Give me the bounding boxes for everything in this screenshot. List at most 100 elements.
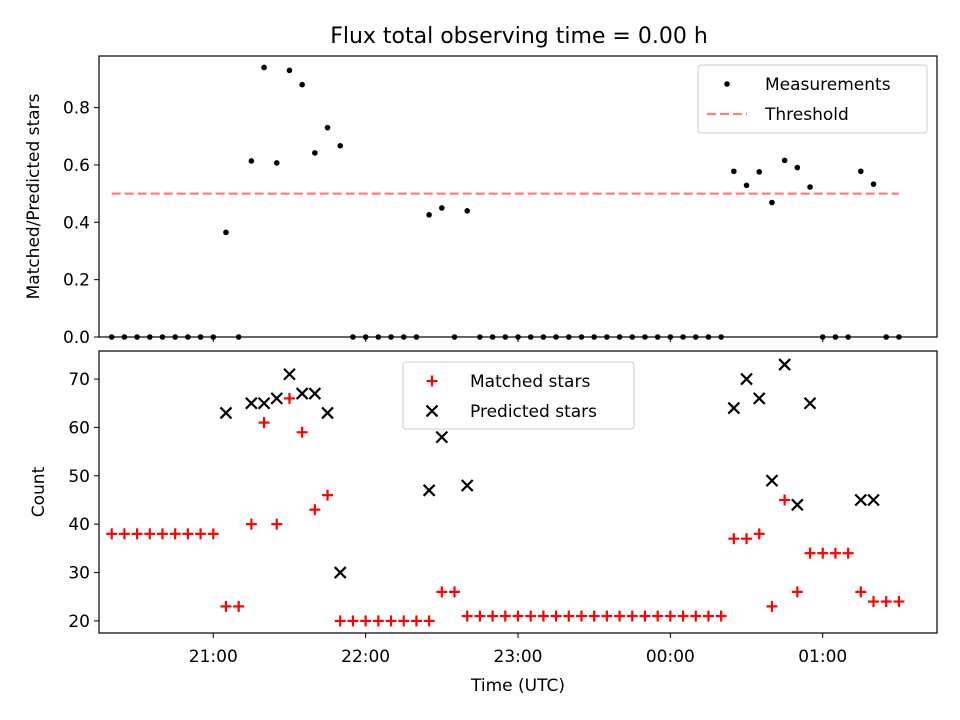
measurement-point: [108, 334, 115, 340]
measurement-point: [718, 334, 724, 340]
measurement-point: [896, 334, 902, 340]
matched-star-marker: [156, 528, 168, 540]
predicted-star-marker: [257, 396, 271, 410]
measurement-point: [273, 160, 280, 166]
x-tick-label: 22:00: [341, 647, 390, 667]
matched-star-marker: [715, 610, 727, 622]
measurement-point: [172, 334, 178, 340]
matched-star-marker: [563, 610, 575, 622]
matched-star-marker: [258, 417, 270, 429]
legend-box: [402, 361, 635, 430]
y-tick-label: 0.8: [63, 99, 90, 119]
predicted-star-marker: [219, 406, 233, 420]
predicted-star-marker: [295, 387, 309, 400]
matched-star-marker: [893, 596, 905, 608]
measurement-point: [819, 334, 826, 340]
matched-star-marker: [614, 610, 626, 622]
predicted-star-marker: [422, 484, 436, 497]
measurement-point: [794, 164, 801, 171]
measurement-point: [553, 334, 559, 340]
predicted-star-marker: [308, 387, 322, 400]
y-tick-label: 0.6: [63, 156, 90, 176]
matched-star-marker: [829, 547, 841, 559]
matched-star-marker: [702, 610, 714, 622]
predicted-star-marker: [740, 372, 753, 386]
matched-star-marker: [753, 528, 765, 540]
matched-star-marker: [804, 547, 816, 559]
y-tick-label: 0.2: [63, 271, 90, 291]
matched-star-marker: [283, 392, 295, 404]
predicted-star-marker: [270, 392, 284, 405]
measurement-point: [185, 334, 191, 340]
matched-star-marker: [207, 528, 219, 540]
matched-star-marker: [690, 610, 702, 622]
matched-star-marker: [436, 586, 448, 598]
legend-label: Matched stars: [470, 372, 590, 392]
predicted-star-marker: [321, 406, 334, 420]
matched-star-marker: [309, 504, 321, 516]
measurement-point: [743, 182, 750, 189]
measurement-point: [731, 168, 737, 175]
matched-star-marker: [880, 596, 892, 608]
measurement-point: [159, 334, 166, 340]
measurement-point: [769, 199, 775, 206]
measurement-point: [350, 334, 356, 340]
matched-star-marker: [423, 615, 435, 627]
predicted-star-marker: [778, 358, 791, 371]
matched-star-marker: [842, 547, 854, 559]
measurement-point: [616, 334, 623, 340]
measurement-point: [680, 334, 686, 340]
measurement-point: [565, 334, 572, 340]
matched-star-marker: [182, 528, 194, 540]
matched-star-marker: [245, 518, 257, 530]
matched-star-marker: [855, 586, 867, 598]
y-tick-label: 0.0: [63, 328, 90, 348]
figure-title: Flux total observing time = 0.00 h: [330, 24, 708, 49]
measurement-point: [197, 334, 204, 340]
measurement-point: [756, 169, 763, 175]
y-tick-label: 50: [68, 467, 90, 487]
matched-star-marker: [766, 600, 778, 612]
matched-star-marker: [474, 610, 486, 622]
y-tick-label: 70: [68, 370, 90, 390]
legend-matched-swatch: [426, 375, 438, 387]
matched-star-marker: [575, 610, 587, 622]
predicted-star-marker: [791, 498, 804, 512]
measurement-point: [451, 334, 458, 340]
y-tick-label: 20: [68, 612, 90, 632]
predicted-star-marker: [752, 392, 766, 405]
measurement-point: [146, 334, 153, 340]
measurement-point: [845, 334, 851, 340]
legend-predicted-swatch: [425, 404, 439, 418]
measurement-point: [642, 334, 648, 340]
y-tick-label: 40: [68, 515, 90, 535]
x-tick-label: 01:00: [798, 647, 847, 667]
matched-star-marker: [271, 518, 283, 530]
measurement-point: [464, 208, 471, 214]
measurement-point: [654, 334, 661, 340]
matched-star-marker: [461, 610, 473, 622]
measurement-point: [807, 184, 813, 190]
measurement-point: [489, 334, 496, 340]
predicted-star-marker: [765, 474, 779, 487]
matched-star-marker: [360, 615, 372, 627]
measurement-point: [299, 81, 305, 88]
measurement-point: [832, 334, 839, 340]
x-axis-label: Time (UTC): [470, 676, 565, 696]
measurement-point: [527, 334, 534, 340]
measurement-point: [667, 334, 674, 340]
measurement-point: [858, 168, 864, 175]
matched-star-marker: [512, 610, 524, 622]
matched-star-marker: [131, 528, 143, 540]
matched-star-marker: [550, 610, 562, 622]
predicted-star-marker: [803, 396, 817, 410]
matched-star-marker: [664, 610, 676, 622]
measurement-point: [362, 334, 369, 340]
x-tick-label: 23:00: [494, 647, 543, 667]
measurement-point: [591, 334, 597, 340]
matched-star-marker: [106, 528, 118, 540]
measurement-point: [223, 229, 229, 236]
measurement-point: [312, 150, 318, 156]
matched-star-marker: [868, 596, 880, 608]
matched-star-marker: [144, 528, 156, 540]
